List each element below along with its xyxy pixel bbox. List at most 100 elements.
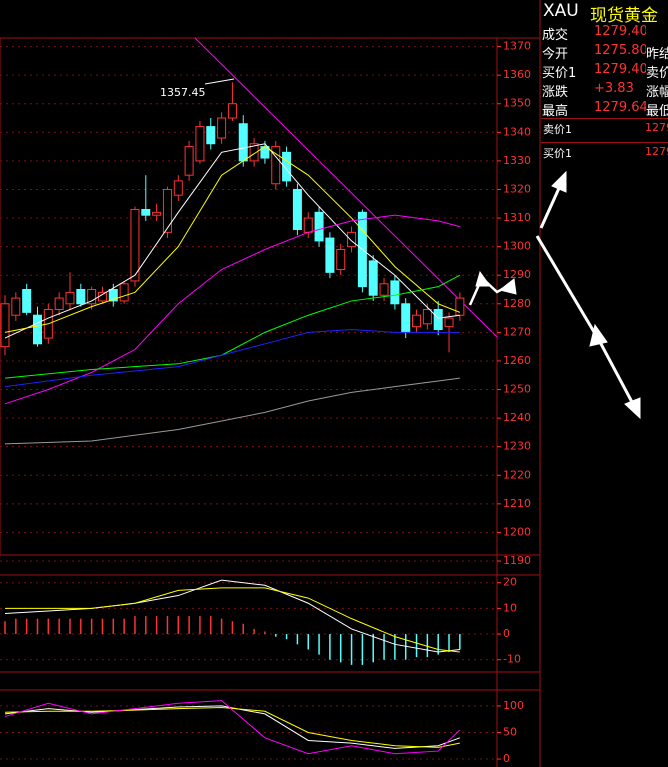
quote-label: 卖价 xyxy=(646,66,668,81)
y-tick-label: 1250 xyxy=(503,383,531,396)
arrows xyxy=(468,170,641,420)
y-tick-label: 1310 xyxy=(503,211,531,224)
y-tick-label: 1330 xyxy=(503,154,531,167)
y-tick-label: 20 xyxy=(503,576,517,589)
separator xyxy=(541,118,668,119)
candle-body xyxy=(347,231,357,248)
quote-label: 最高 xyxy=(542,104,569,119)
candle-body xyxy=(368,260,378,296)
candle-body xyxy=(173,180,183,196)
indicator-line xyxy=(4,274,461,379)
quote-label: 今开 xyxy=(542,47,569,62)
candle-body xyxy=(433,309,443,331)
y-tick-label: 1190 xyxy=(503,554,531,567)
indicator-line xyxy=(4,214,460,405)
candle-body xyxy=(119,283,129,302)
candle-body xyxy=(336,248,346,270)
candle-body xyxy=(271,146,281,185)
y-tick-label: 1290 xyxy=(503,268,531,281)
candle-body xyxy=(152,211,162,216)
indicator-line xyxy=(4,705,461,749)
book-value: 1279 xyxy=(645,145,668,158)
y-tick-label: 1370 xyxy=(503,40,531,53)
book-value: 1279 xyxy=(645,121,668,134)
quote-value: 1279.40 xyxy=(594,24,646,39)
symbol-name: 现货黄金 xyxy=(590,6,658,26)
candle-body xyxy=(65,291,75,305)
candle-body xyxy=(108,288,118,302)
candle-body xyxy=(32,314,42,345)
y-tick-label: 1320 xyxy=(503,182,531,195)
candle-body xyxy=(422,309,432,325)
candle-body xyxy=(412,314,422,328)
candle-body xyxy=(314,211,324,242)
quote-label: 涨幅 xyxy=(646,85,668,100)
candle-body xyxy=(195,126,205,162)
candle-body xyxy=(87,288,97,305)
candle-body xyxy=(238,123,248,162)
y-tick-label: 100 xyxy=(503,699,524,712)
candle-body xyxy=(249,143,259,162)
trend-line xyxy=(194,37,498,338)
quote-value: 1275.80 xyxy=(594,43,646,58)
candle-body xyxy=(292,188,302,230)
quote-label: 最低 xyxy=(646,104,668,119)
quote-value: 1279.64 xyxy=(594,100,646,115)
y-tick-label: -10 xyxy=(503,653,521,666)
candle-body xyxy=(282,151,292,182)
candle-body xyxy=(444,317,454,328)
annotation: 1357.45 xyxy=(160,86,206,99)
candle-body xyxy=(390,280,400,305)
candle-body xyxy=(455,297,465,316)
quote-label: 昨结 xyxy=(646,47,668,62)
y-tick-label: 50 xyxy=(503,725,517,738)
quote-label: 买价1 xyxy=(542,66,577,81)
quote-label: 涨跌 xyxy=(542,85,569,100)
separator xyxy=(541,142,668,143)
candle-body xyxy=(22,288,32,313)
y-tick-label: 1360 xyxy=(503,68,531,81)
y-tick-label: 1200 xyxy=(503,525,531,538)
candle-body xyxy=(325,237,335,273)
candle-body xyxy=(303,217,313,233)
symbol: XAU xyxy=(543,1,579,21)
y-tick-label: 1280 xyxy=(503,297,531,310)
y-tick-label: 1210 xyxy=(503,497,531,510)
candle-body xyxy=(227,103,237,119)
y-tick-label: 1230 xyxy=(503,440,531,453)
y-tick-label: 0 xyxy=(503,752,510,765)
candle-body xyxy=(217,117,227,139)
y-tick-label: 1240 xyxy=(503,411,531,424)
y-tick-label: 1350 xyxy=(503,97,531,110)
y-tick-label: 1260 xyxy=(503,354,531,367)
indicator-line xyxy=(4,579,460,653)
indicator-line xyxy=(4,143,460,339)
y-tick-label: 1220 xyxy=(503,468,531,481)
quote-label: 成交 xyxy=(542,28,569,43)
y-tick-label: 1340 xyxy=(503,125,531,138)
candle-body xyxy=(0,303,10,348)
indicator-line xyxy=(4,700,461,755)
indicator-line xyxy=(4,329,460,388)
candle-body xyxy=(379,283,389,296)
book-label: 买价1 xyxy=(543,147,572,160)
y-tick-label: 1270 xyxy=(503,325,531,338)
candle-body xyxy=(206,126,216,145)
candle-body xyxy=(130,208,140,282)
indicator-line xyxy=(5,587,460,653)
quote-value: 1279.40 xyxy=(594,62,646,77)
quote-value: +3.83 xyxy=(594,81,634,96)
y-tick-label: 0 xyxy=(503,627,510,640)
candle-body xyxy=(162,188,172,233)
y-tick-label: 1300 xyxy=(503,240,531,253)
indicator-line xyxy=(4,377,460,445)
indicator-line xyxy=(4,707,460,748)
indicator-line xyxy=(4,146,461,333)
candle-body xyxy=(401,303,411,333)
y-tick-label: 10 xyxy=(503,601,517,614)
candle-body xyxy=(184,146,194,176)
annotation-line xyxy=(204,78,235,85)
candle-body xyxy=(141,208,151,216)
candle-body xyxy=(54,297,64,311)
